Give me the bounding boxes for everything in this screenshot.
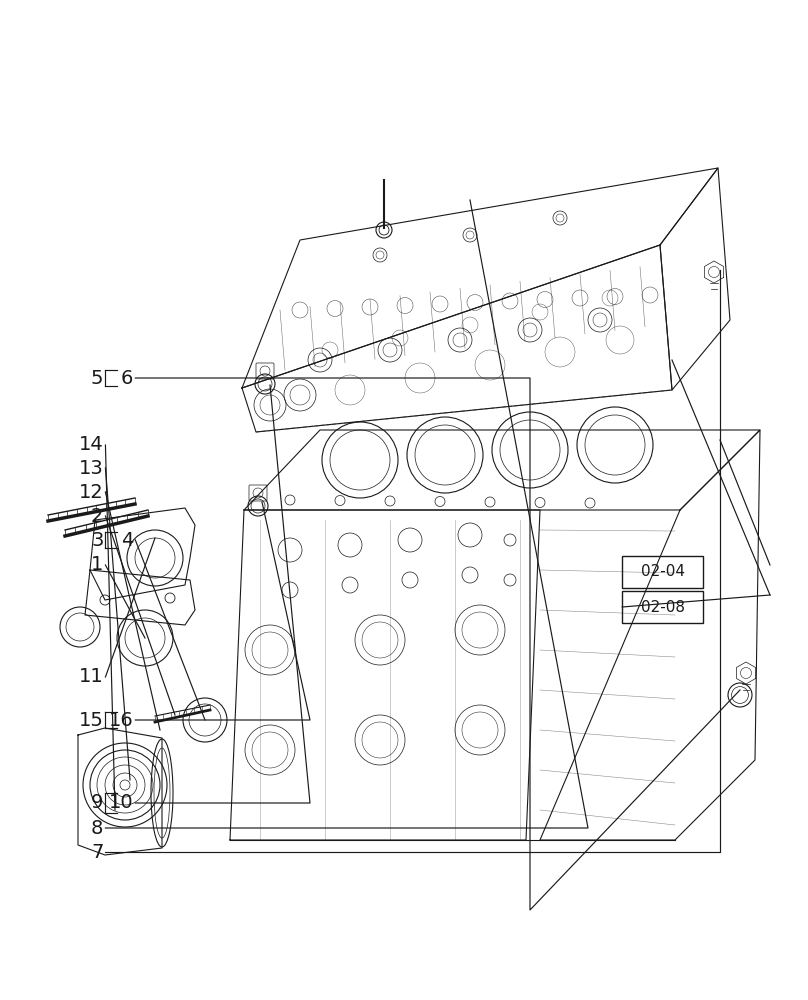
Text: 8: 8 — [91, 818, 103, 838]
Text: 15: 15 — [78, 710, 103, 730]
Text: 4: 4 — [121, 530, 133, 550]
Text: 6: 6 — [121, 368, 133, 387]
Text: 02-08: 02-08 — [641, 599, 684, 614]
Text: 2: 2 — [91, 506, 103, 526]
Text: 3: 3 — [91, 530, 103, 550]
Text: 10: 10 — [109, 794, 133, 812]
Text: 02-04: 02-04 — [641, 564, 684, 580]
Text: 12: 12 — [78, 483, 103, 502]
Text: 7: 7 — [91, 842, 103, 861]
Bar — [622, 556, 703, 588]
Bar — [622, 591, 703, 623]
Text: 5: 5 — [91, 368, 103, 387]
Text: 1: 1 — [91, 556, 103, 574]
Text: 9: 9 — [91, 794, 103, 812]
Text: 13: 13 — [78, 458, 103, 478]
Text: 16: 16 — [108, 710, 133, 730]
Text: 14: 14 — [78, 436, 103, 454]
Text: 11: 11 — [78, 668, 103, 686]
